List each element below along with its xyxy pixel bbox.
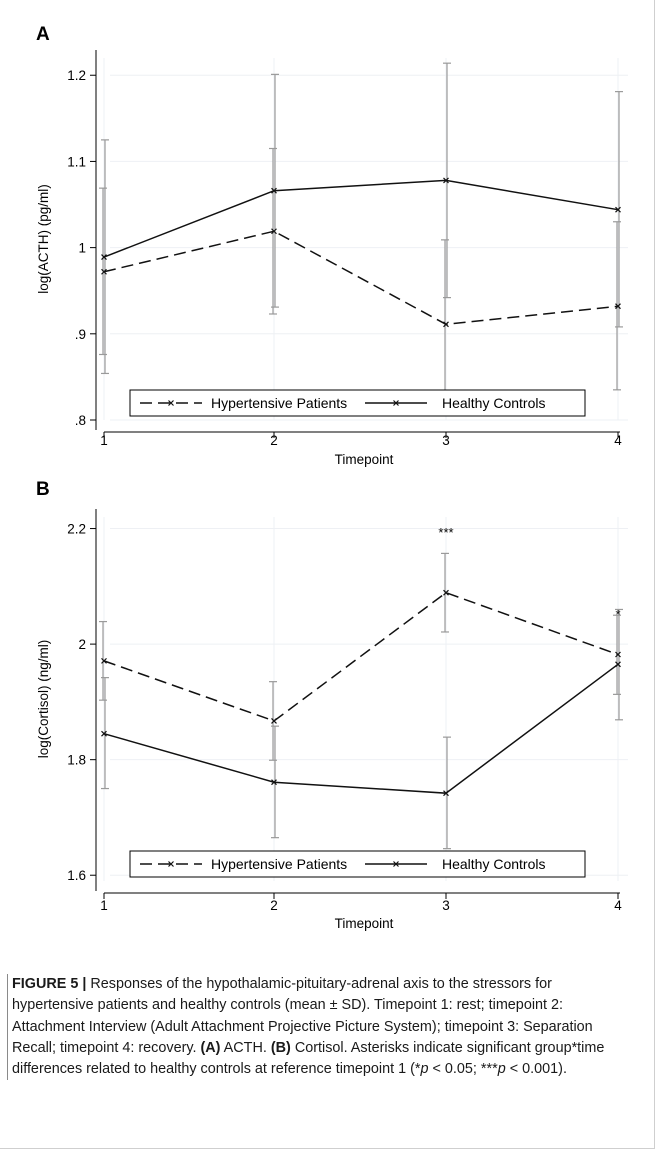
y-tick-label: 1.8 [67, 753, 86, 768]
y-tick-label: 2.2 [67, 522, 86, 537]
x-tick-label: 1 [100, 433, 108, 448]
data-point [271, 779, 277, 786]
x-tick-label: 3 [442, 898, 450, 913]
data-point [615, 206, 621, 213]
data-point [443, 589, 449, 596]
x-tick-label: 2 [270, 898, 278, 913]
caption-a-label: (A) [200, 1039, 221, 1056]
significance-annotation: * [615, 607, 620, 622]
y-tick-label: .9 [75, 327, 86, 342]
y-tick-label: 1.6 [67, 868, 86, 883]
legend-box [129, 389, 586, 417]
legend-label: Hypertensive Patients [211, 395, 347, 411]
y-axis-title: log(Cortisol) (ng/ml) [36, 640, 51, 759]
figure-caption: FIGURE 5 | Responses of the hypothalamic… [7, 974, 637, 1081]
y-tick-label: 2 [78, 637, 86, 652]
legend-marker [393, 400, 399, 406]
y-axis-title: log(ACTH) (pg/ml) [36, 184, 51, 294]
panel-letter-B: B [36, 479, 50, 500]
data-point [101, 730, 107, 737]
data-point [101, 254, 107, 261]
data-point [615, 303, 621, 310]
caption-p-end: < 0.001). [505, 1061, 567, 1078]
x-tick-label: 1 [100, 898, 108, 913]
caption-label: FIGURE 5 | [12, 976, 87, 992]
legend-box [129, 850, 586, 878]
y-tick-label: 1.2 [67, 68, 86, 83]
x-tick-label: 3 [442, 433, 450, 448]
data-point [101, 268, 107, 275]
data-point [271, 228, 277, 235]
legend-marker [168, 400, 174, 406]
data-point [271, 187, 277, 194]
x-axis-title: Timepoint [335, 452, 394, 467]
x-tick-label: 4 [614, 898, 622, 913]
data-point [101, 657, 107, 664]
caption-p-mid: < 0.05; *** [428, 1061, 498, 1078]
series-line [103, 663, 619, 794]
y-tick-label: 1 [78, 241, 86, 256]
caption-p-symbol-2: p [497, 1061, 506, 1078]
x-tick-label: 2 [270, 433, 278, 448]
y-tick-label: .8 [75, 413, 86, 428]
significance-annotation: *** [438, 525, 453, 540]
x-axis-title: Timepoint [335, 916, 394, 931]
caption-b-text: Cortisol. Asterisks indicate significant… [12, 1039, 605, 1078]
caption-b-label: (B) [270, 1039, 291, 1056]
caption-body: Responses of the hypothalamic-pituitary-… [12, 976, 593, 1056]
data-point [443, 790, 449, 797]
legend-marker [168, 861, 174, 867]
series-line [103, 179, 619, 258]
data-point [443, 177, 449, 184]
data-point [615, 651, 621, 658]
legend-label: Hypertensive Patients [211, 856, 347, 872]
legend-label: Healthy Controls [442, 856, 546, 872]
legend-marker [393, 861, 399, 867]
caption-p-symbol: p [420, 1061, 429, 1078]
data-point [443, 321, 449, 328]
x-tick-label: 4 [614, 433, 622, 448]
data-point [615, 661, 621, 668]
y-tick-label: 1.1 [67, 154, 86, 169]
series-line [103, 591, 619, 722]
series-line [103, 230, 619, 326]
chart-svg: A .8 .9 1 1.1 1.2 1 2 3 4 Timepoint log(ACTH) (pg/m… [36, 24, 628, 931]
caption-a-text: ACTH. [220, 1039, 271, 1056]
panel-letter-A: A [36, 24, 50, 45]
data-point [271, 718, 277, 724]
legend-label: Healthy Controls [442, 395, 546, 411]
